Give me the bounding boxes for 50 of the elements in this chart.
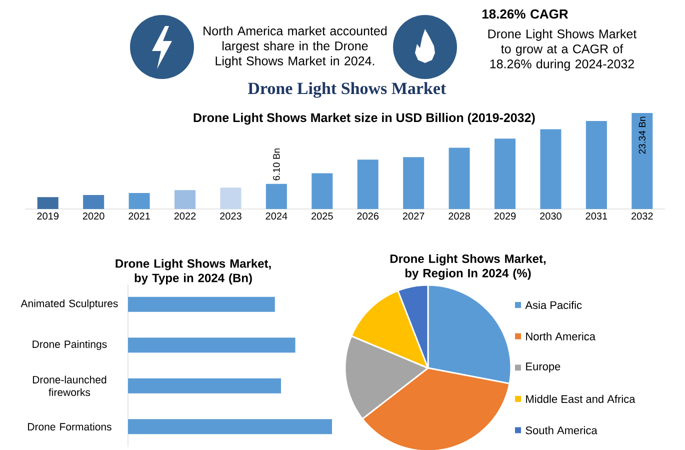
bar <box>174 190 196 209</box>
x-tick-label: 2031 <box>586 212 608 220</box>
bar <box>128 419 332 434</box>
bar <box>312 173 333 209</box>
x-tick-label: 2032 <box>632 212 653 220</box>
legend-label: Asia Pacific <box>525 300 582 310</box>
y-tick-label: Drone Paintings <box>32 340 107 350</box>
chart-title: Drone Light Shows Market, by Region In 2024 (%) <box>390 254 546 280</box>
text: Drone Light Shows Market to grow at a CAGR of 18.26% during 2024-2032 <box>488 29 637 71</box>
x-tick-label: 2020 <box>82 212 104 220</box>
x-tick-label: 2030 <box>540 212 562 220</box>
x-tick-label: 2028 <box>448 212 470 220</box>
x-tick-label: 2019 <box>37 212 59 220</box>
bar <box>266 184 287 209</box>
text: North America market accounted largest share in the Drone Light Shows Market in 2024. <box>204 26 387 68</box>
bar <box>220 188 242 209</box>
bar <box>494 138 516 209</box>
y-tick-label: Drone-launched fireworks <box>32 376 106 396</box>
x-tick-label: 2025 <box>312 212 333 220</box>
bar <box>83 195 104 209</box>
data-label: 6.10 Bn <box>273 148 280 180</box>
x-tick-label: 2024 <box>266 212 288 220</box>
bar <box>128 378 281 394</box>
legend-label: South America <box>526 426 598 434</box>
bar <box>128 338 296 353</box>
x-tick-label: 2029 <box>494 212 516 220</box>
bar <box>128 296 275 312</box>
x-tick-label: 2022 <box>174 212 196 220</box>
legend-label: Middle East and Africa <box>526 394 636 403</box>
chart-subtitle: Drone Light Shows Market size in USD Billion (2019-2032) <box>194 112 535 125</box>
bar <box>448 148 470 209</box>
chart-title: Drone Light Shows Market <box>248 82 446 98</box>
text: 18.26% CAGR <box>482 9 568 19</box>
bar <box>403 157 424 209</box>
bar <box>128 192 150 209</box>
bar <box>632 112 653 209</box>
data-label: 23.34 Bn <box>638 116 646 154</box>
x-tick-label: 2021 <box>128 212 150 220</box>
bar <box>586 120 607 209</box>
chart-title: Drone Light Shows Market, by Type in 2024 (Bn) <box>116 258 271 285</box>
y-tick-label: Drone Formations <box>28 422 112 430</box>
legend-label: North America <box>526 332 596 340</box>
x-tick-label: 2023 <box>220 212 242 220</box>
bar <box>540 129 562 209</box>
bar <box>357 160 378 209</box>
legend-label: Europe <box>526 362 560 373</box>
x-tick-label: 2026 <box>357 212 379 220</box>
y-tick-label: Animated Sculptures <box>20 299 118 310</box>
x-tick-label: 2027 <box>402 212 424 220</box>
bar <box>37 197 58 209</box>
